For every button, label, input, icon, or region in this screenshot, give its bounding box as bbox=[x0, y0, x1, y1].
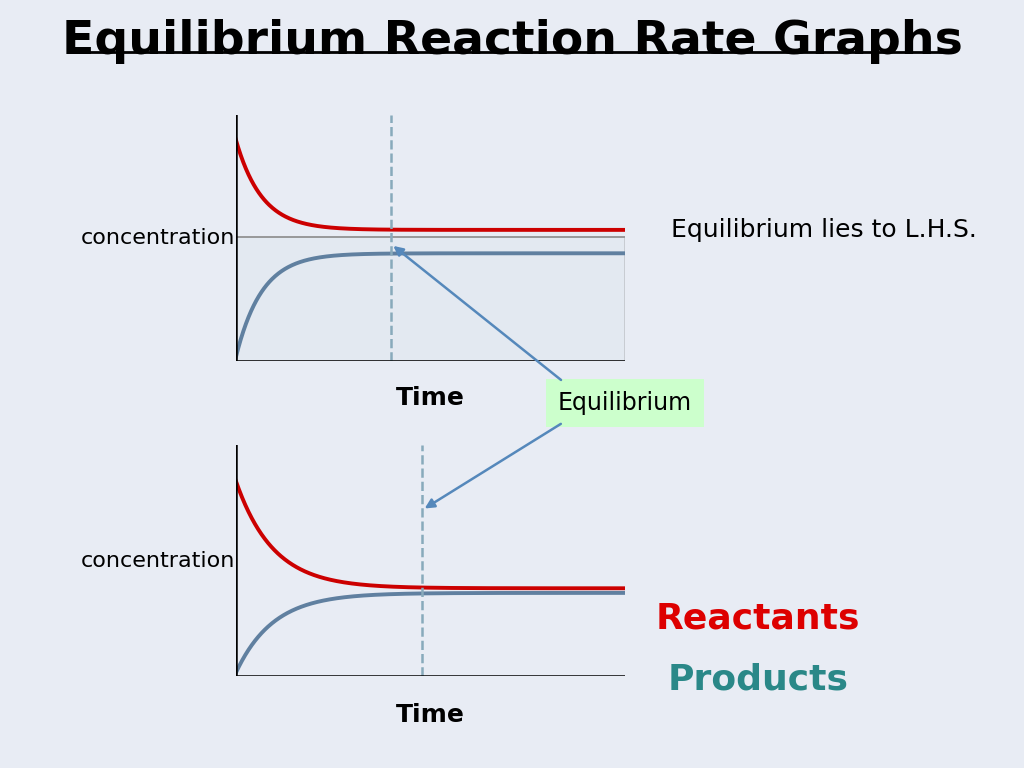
Text: Time: Time bbox=[395, 703, 465, 727]
Text: Reactants: Reactants bbox=[655, 601, 860, 635]
Text: concentration: concentration bbox=[81, 551, 234, 571]
Text: Products: Products bbox=[668, 663, 848, 697]
Text: concentration: concentration bbox=[81, 228, 234, 248]
Text: Equilibrium: Equilibrium bbox=[558, 391, 692, 415]
Text: Equilibrium Reaction Rate Graphs: Equilibrium Reaction Rate Graphs bbox=[61, 19, 963, 65]
Bar bbox=[236, 237, 625, 361]
Text: Equilibrium lies to L.H.S.: Equilibrium lies to L.H.S. bbox=[671, 218, 977, 243]
Text: Time: Time bbox=[395, 386, 465, 409]
